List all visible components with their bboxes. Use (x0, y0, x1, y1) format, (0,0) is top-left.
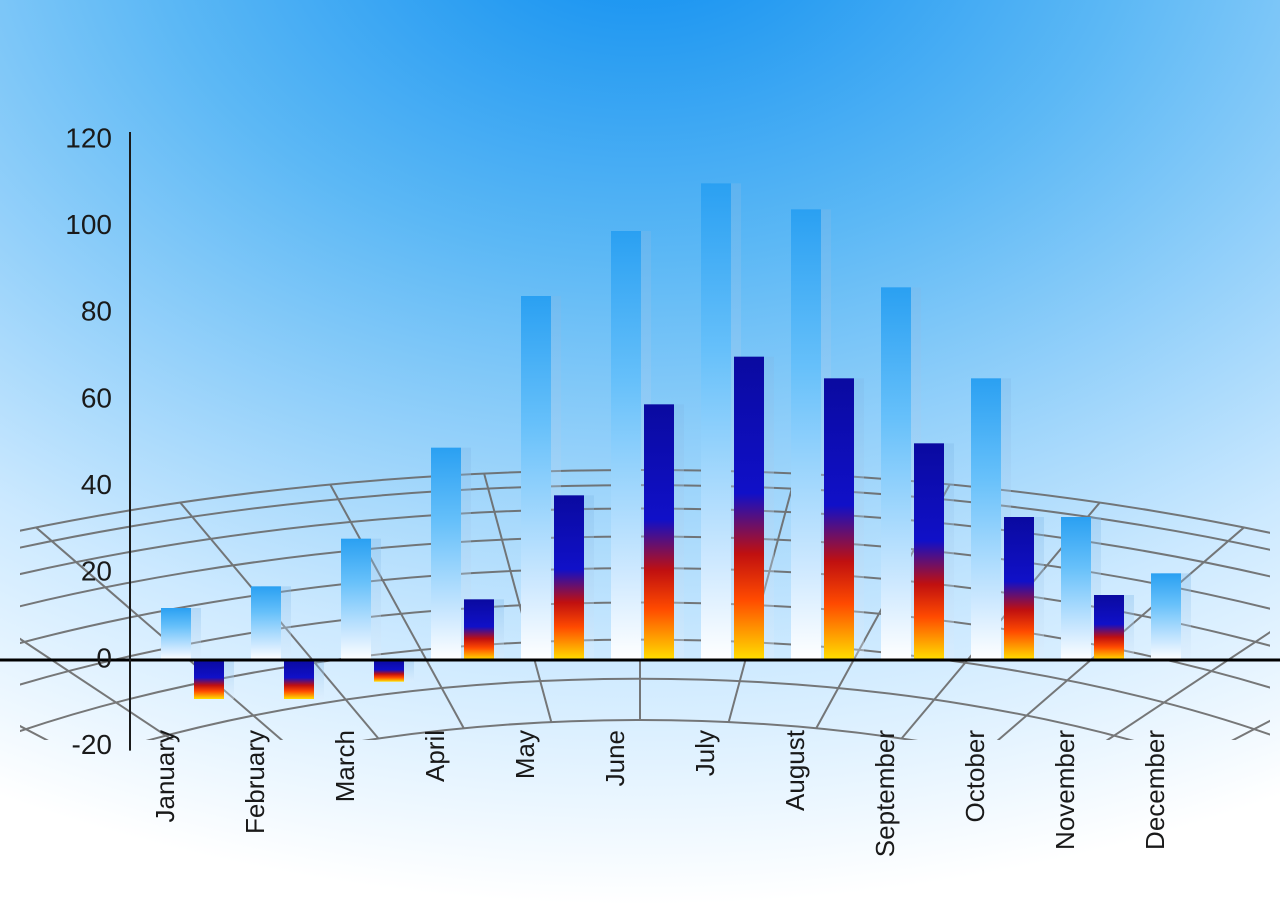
x-tick-label: December (1140, 730, 1170, 850)
x-tick-label: May (510, 730, 540, 779)
bar-fire (374, 660, 404, 682)
y-tick-label: 40 (81, 469, 112, 500)
monthly-bar-chart: -20 0 20 40 60 80 100 120 January February March A… (0, 0, 1280, 905)
bar-blue (251, 586, 281, 660)
x-tick-label: August (780, 729, 810, 811)
bar-fire (464, 599, 494, 660)
bar-blue (521, 296, 551, 660)
bar-blue (791, 209, 821, 660)
bar-fire (914, 443, 944, 660)
chart-container: -20 0 20 40 60 80 100 120 January February March A… (0, 0, 1280, 905)
y-tick-label: 0 (96, 642, 112, 673)
bar-blue (611, 231, 641, 660)
bar-fire (554, 495, 584, 660)
bar-blue (1151, 573, 1181, 660)
x-tick-label: January (150, 730, 180, 823)
bar-blue (1061, 517, 1091, 660)
bar-blue (971, 378, 1001, 660)
bar-fire (734, 357, 764, 660)
bar-fire (1094, 595, 1124, 660)
bar-fire (644, 404, 674, 660)
x-tick-label: March (330, 730, 360, 802)
y-tick-label: 60 (81, 382, 112, 413)
y-tick-label: 20 (81, 556, 112, 587)
bar-blue (431, 448, 461, 660)
y-tick-label: 120 (65, 122, 112, 153)
x-tick-label: October (960, 730, 990, 823)
x-tick-label: July (690, 730, 720, 776)
x-tick-label: April (420, 730, 450, 782)
bar-fire (824, 378, 854, 660)
bar-blue (341, 539, 371, 660)
bar-blue (701, 183, 731, 660)
x-tick-label: September (870, 730, 900, 858)
bar-blue (881, 287, 911, 660)
bar-fire (194, 660, 224, 699)
x-tick-label: November (1050, 730, 1080, 850)
y-tick-label: -20 (72, 729, 112, 760)
y-tick-label: 100 (65, 209, 112, 240)
bar-fire (1004, 517, 1034, 660)
bar-fire (284, 660, 314, 699)
y-tick-label: 80 (81, 296, 112, 327)
bar-blue (161, 608, 191, 660)
x-tick-label: June (600, 730, 630, 786)
x-tick-label: February (240, 730, 270, 834)
